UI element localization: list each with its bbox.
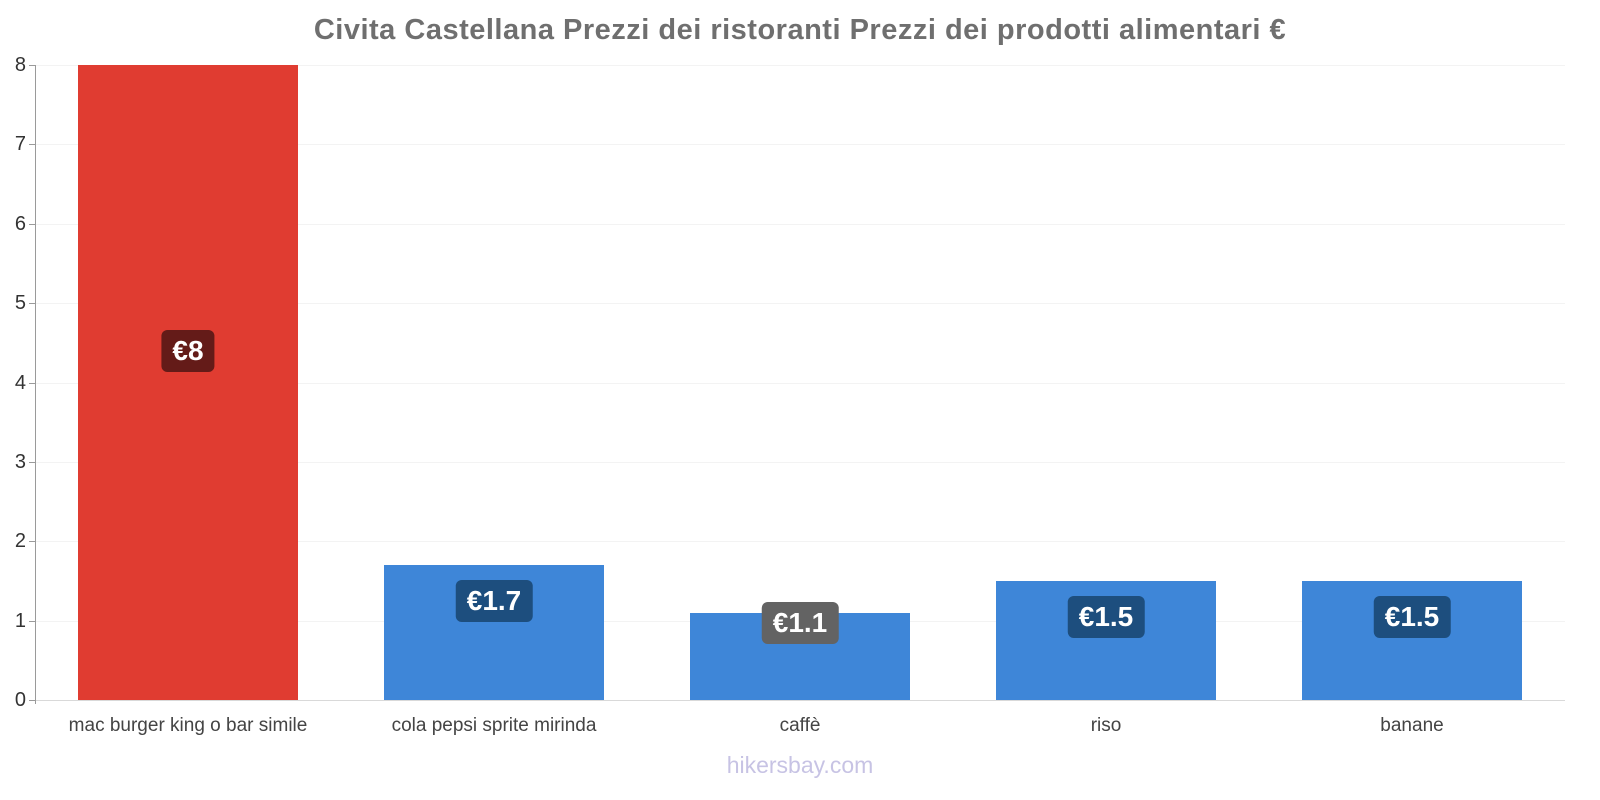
x-category-label: riso <box>1090 715 1122 736</box>
bar-value-badge: €1.5 <box>1373 595 1451 638</box>
gridline <box>35 383 1565 384</box>
gridline <box>35 462 1565 463</box>
gridline <box>35 224 1565 225</box>
y-tick-mark <box>29 224 35 225</box>
y-tick-label: 1 <box>14 610 26 632</box>
gridline <box>35 303 1565 304</box>
y-axis-line <box>35 65 36 704</box>
x-category-label: cola pepsi sprite mirinda <box>391 715 597 736</box>
y-tick-label: 7 <box>14 133 26 155</box>
gridline <box>35 144 1565 145</box>
y-tick-label: 2 <box>14 530 26 552</box>
x-category-label: mac burger king o bar simile <box>68 715 308 736</box>
y-tick-mark <box>29 462 35 463</box>
bar-value-badge: €1.7 <box>455 580 533 623</box>
gridline <box>35 541 1565 542</box>
x-category-label: banane <box>1380 715 1444 736</box>
y-tick-label: 3 <box>14 451 26 473</box>
chart-title: Civita Castellana Prezzi dei ristoranti … <box>313 14 1287 46</box>
y-tick-mark <box>29 144 35 145</box>
y-tick-mark <box>29 621 35 622</box>
y-tick-mark <box>29 303 35 304</box>
y-tick-label: 8 <box>14 54 26 76</box>
bar-1 <box>78 65 298 700</box>
y-tick-mark <box>29 65 35 66</box>
y-tick-label: 6 <box>14 213 26 235</box>
bar-value-badge: €8 <box>161 329 215 372</box>
y-tick-label: 0 <box>14 689 26 711</box>
x-category-label: caffè <box>779 715 821 736</box>
y-tick-label: 5 <box>14 292 26 314</box>
y-tick-label: 4 <box>14 372 26 394</box>
x-axis-line <box>35 700 1565 701</box>
bar-value-badge: €1.1 <box>761 601 839 644</box>
gridline <box>35 65 1565 66</box>
watermark: hikersbay.com <box>726 752 874 778</box>
y-tick-mark <box>29 383 35 384</box>
y-tick-mark <box>29 700 35 701</box>
bar-value-badge: €1.5 <box>1067 595 1145 638</box>
y-tick-mark <box>29 541 35 542</box>
